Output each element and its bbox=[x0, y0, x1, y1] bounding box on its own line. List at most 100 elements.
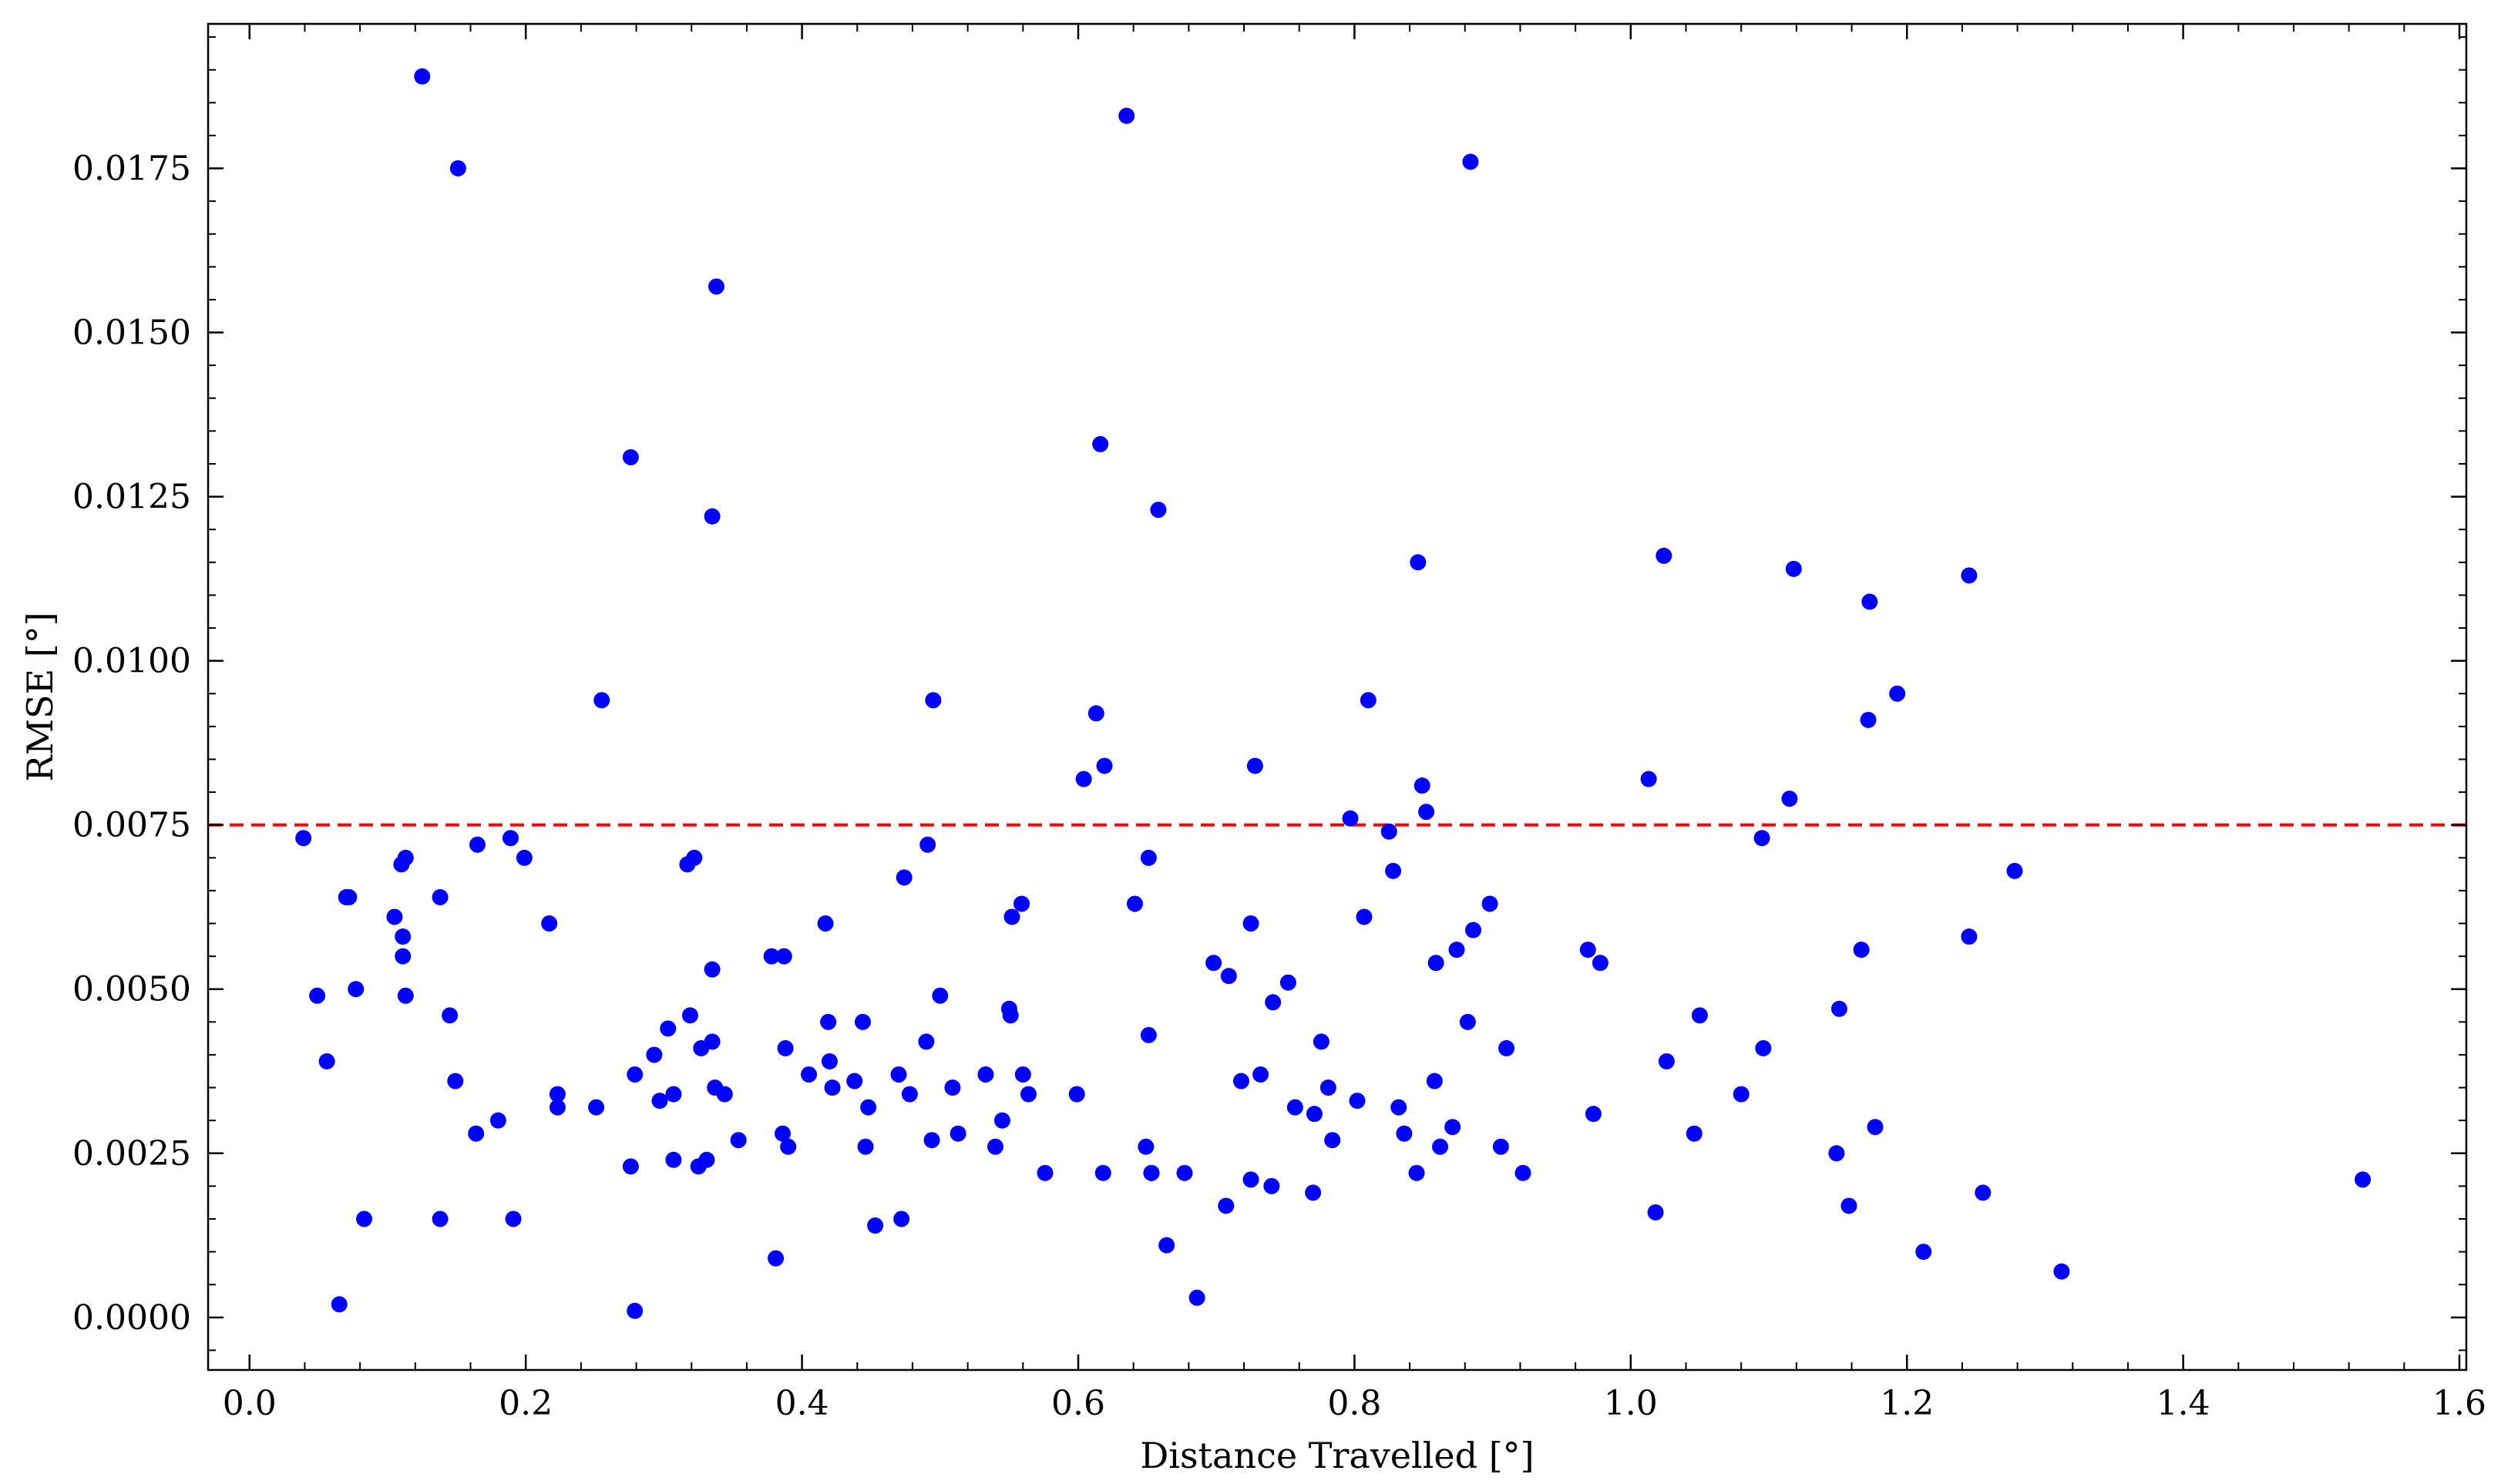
data-point bbox=[1158, 1237, 1175, 1254]
data-point bbox=[1306, 1106, 1323, 1123]
data-point bbox=[923, 1132, 940, 1149]
data-point bbox=[469, 836, 486, 853]
data-point bbox=[1408, 1164, 1425, 1181]
data-point bbox=[397, 987, 414, 1004]
data-point bbox=[857, 1138, 874, 1155]
data-point bbox=[1096, 757, 1113, 774]
data-point bbox=[730, 1132, 747, 1149]
data-point bbox=[944, 1079, 961, 1096]
data-point bbox=[2355, 1171, 2372, 1188]
x-tick-label: 0.0 bbox=[223, 1384, 277, 1423]
data-point bbox=[681, 1007, 698, 1024]
data-point bbox=[860, 1099, 877, 1116]
data-point bbox=[1003, 908, 1020, 925]
data-point bbox=[774, 1125, 791, 1142]
data-point bbox=[1840, 1197, 1857, 1214]
data-point bbox=[1037, 1164, 1054, 1181]
data-point bbox=[1961, 928, 1978, 945]
data-point bbox=[1068, 1086, 1085, 1103]
data-point bbox=[356, 1210, 373, 1227]
data-point bbox=[1418, 804, 1435, 821]
data-point bbox=[1092, 435, 1109, 452]
data-point bbox=[925, 692, 942, 709]
data-point bbox=[821, 1053, 838, 1069]
data-point bbox=[1385, 862, 1402, 879]
data-point bbox=[395, 928, 412, 945]
data-point bbox=[541, 915, 558, 932]
data-point bbox=[1087, 705, 1104, 722]
plot-frame bbox=[207, 22, 2468, 1372]
data-point bbox=[442, 1007, 459, 1024]
data-point bbox=[896, 869, 913, 886]
data-point bbox=[348, 981, 365, 998]
y-tick-label: 0.0075 bbox=[72, 806, 191, 845]
data-point bbox=[505, 1210, 522, 1227]
data-point bbox=[1410, 554, 1427, 571]
data-point bbox=[665, 1151, 682, 1168]
data-point bbox=[1444, 1119, 1461, 1136]
data-point bbox=[1414, 777, 1430, 794]
x-tick-label: 0.4 bbox=[775, 1384, 829, 1423]
data-point bbox=[1492, 1138, 1509, 1155]
data-point bbox=[1860, 711, 1877, 728]
data-point bbox=[1427, 955, 1444, 972]
data-point bbox=[309, 987, 326, 1004]
data-point bbox=[1252, 1066, 1269, 1083]
y-tick-label: 0.0050 bbox=[72, 970, 191, 1009]
data-point bbox=[1733, 1086, 1750, 1103]
data-point bbox=[817, 915, 834, 932]
data-point bbox=[1020, 1086, 1037, 1103]
data-point bbox=[395, 948, 412, 965]
data-point bbox=[386, 908, 403, 925]
data-point bbox=[502, 830, 519, 847]
data-point bbox=[977, 1066, 994, 1083]
data-point bbox=[660, 1020, 677, 1037]
data-point bbox=[1498, 1039, 1515, 1056]
x-tick-label: 1.6 bbox=[2432, 1384, 2486, 1423]
data-point bbox=[1313, 1033, 1329, 1050]
data-point bbox=[341, 888, 358, 905]
data-point bbox=[1656, 547, 1672, 564]
data-point bbox=[950, 1125, 966, 1142]
data-point bbox=[686, 849, 703, 866]
data-point bbox=[824, 1079, 841, 1096]
data-point bbox=[1140, 1026, 1157, 1043]
data-point bbox=[516, 849, 533, 866]
data-point bbox=[1753, 830, 1770, 847]
data-point bbox=[1686, 1125, 1703, 1142]
data-point bbox=[1205, 955, 1222, 972]
data-point bbox=[1961, 567, 1978, 584]
data-point bbox=[1426, 1073, 1443, 1089]
data-point bbox=[397, 849, 414, 866]
x-tick-label: 1.0 bbox=[1604, 1384, 1658, 1423]
data-point bbox=[1342, 810, 1359, 827]
x-tick-label: 1.4 bbox=[2156, 1384, 2210, 1423]
data-point bbox=[775, 948, 792, 965]
data-point bbox=[1975, 1184, 1992, 1201]
data-point bbox=[622, 448, 639, 465]
data-point bbox=[698, 1151, 715, 1168]
data-point bbox=[432, 888, 449, 905]
data-point bbox=[331, 1296, 348, 1313]
data-point bbox=[777, 1039, 794, 1056]
data-point bbox=[1246, 757, 1263, 774]
data-point bbox=[489, 1112, 506, 1129]
data-point bbox=[1448, 942, 1465, 959]
data-point bbox=[1176, 1164, 1193, 1181]
data-point bbox=[1218, 1197, 1235, 1214]
data-point bbox=[549, 1086, 566, 1103]
data-point bbox=[763, 948, 780, 965]
data-point bbox=[1150, 502, 1167, 519]
data-point bbox=[1279, 974, 1296, 991]
data-point bbox=[651, 1093, 668, 1110]
data-point bbox=[1305, 1184, 1322, 1201]
data-point bbox=[1138, 1138, 1155, 1155]
data-point bbox=[414, 68, 431, 85]
data-point bbox=[549, 1099, 566, 1116]
data-point bbox=[768, 1250, 785, 1267]
data-point bbox=[1390, 1099, 1407, 1116]
data-point bbox=[1014, 1066, 1031, 1083]
data-point bbox=[1514, 1164, 1531, 1181]
data-point bbox=[468, 1125, 485, 1142]
data-point bbox=[593, 692, 610, 709]
